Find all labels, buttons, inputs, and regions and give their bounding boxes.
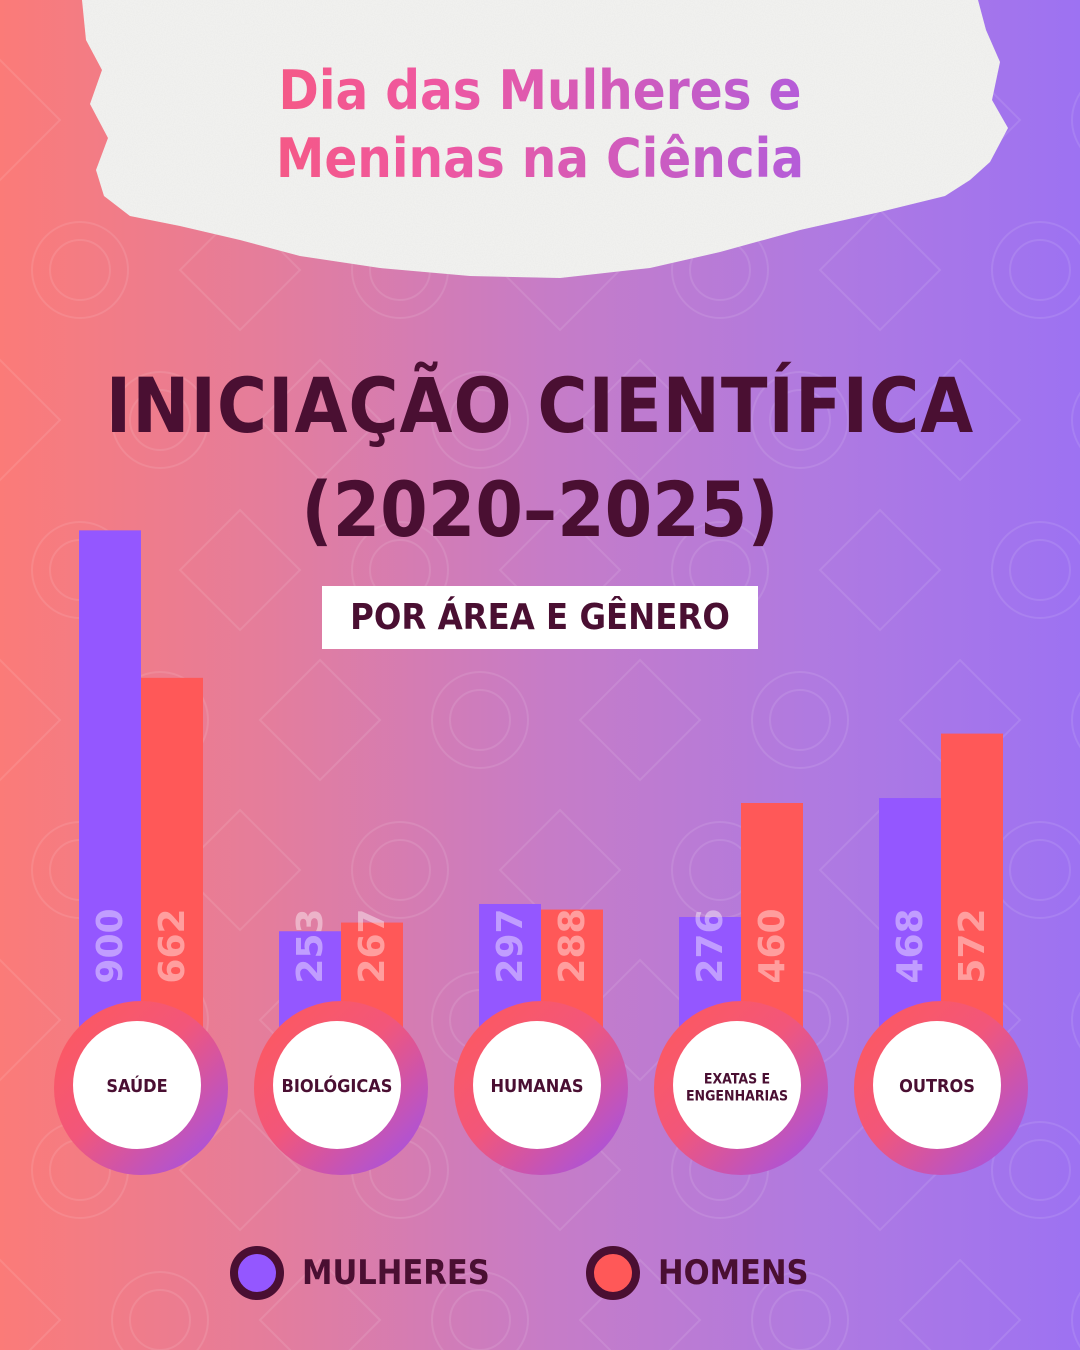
category-label-3: HUMANAS: [490, 1076, 583, 1097]
chart-title-line-2: (2020–2025): [301, 465, 779, 554]
value-label-mulheres-3: 297: [490, 908, 531, 983]
value-label-homens-3: 288: [552, 908, 593, 983]
legend-item-homens: HOMENS: [586, 1243, 809, 1303]
title-line-1: Dia das Mulheres e: [0, 56, 1080, 126]
chart-title-line-1: INICIAÇÃO CIENTÍFICA: [105, 361, 975, 450]
legend-item-mulheres: MULHERES: [230, 1243, 490, 1303]
category-disc-5: [873, 1021, 1001, 1149]
category-disc-4: [673, 1021, 801, 1149]
category-label-2: BIOLÓGICAS: [282, 1075, 393, 1097]
legend-swatch-mulheres: [230, 1246, 284, 1300]
value-label-mulheres-4: 276: [690, 908, 731, 983]
torn-paper-header: [82, 0, 1008, 278]
value-label-mulheres-2: 253: [290, 908, 331, 983]
category-label-1: SAÚDE: [106, 1075, 167, 1097]
legend-swatch-homens: [586, 1246, 640, 1300]
value-label-homens-4: 460: [752, 908, 793, 983]
category-disc-2: [273, 1021, 401, 1149]
category-disc-3: [473, 1021, 601, 1149]
value-label-mulheres-5: 468: [890, 908, 931, 983]
legend-label-homens: HOMENS: [658, 1253, 809, 1293]
title-line-2: Meninas na Ciência: [0, 124, 1080, 194]
chart-subtitle: POR ÁREA E GÊNERO: [350, 597, 730, 638]
legend-label-mulheres: MULHERES: [302, 1253, 490, 1293]
value-label-homens-1: 662: [152, 908, 193, 983]
subtitle-box: POR ÁREA E GÊNERO: [322, 586, 758, 649]
value-label-mulheres-1: 900: [90, 908, 131, 983]
category-label-4-line-2: ENGENHARIAS: [686, 1089, 788, 1105]
category-label-5: OUTROS: [899, 1076, 975, 1097]
value-label-homens-2: 267: [352, 908, 393, 983]
category-disc-1: [73, 1021, 201, 1149]
category-label-4-line-1: EXATAS E: [704, 1072, 770, 1088]
bar-mulheres-1: [79, 530, 141, 1088]
value-label-homens-5: 572: [952, 908, 993, 983]
